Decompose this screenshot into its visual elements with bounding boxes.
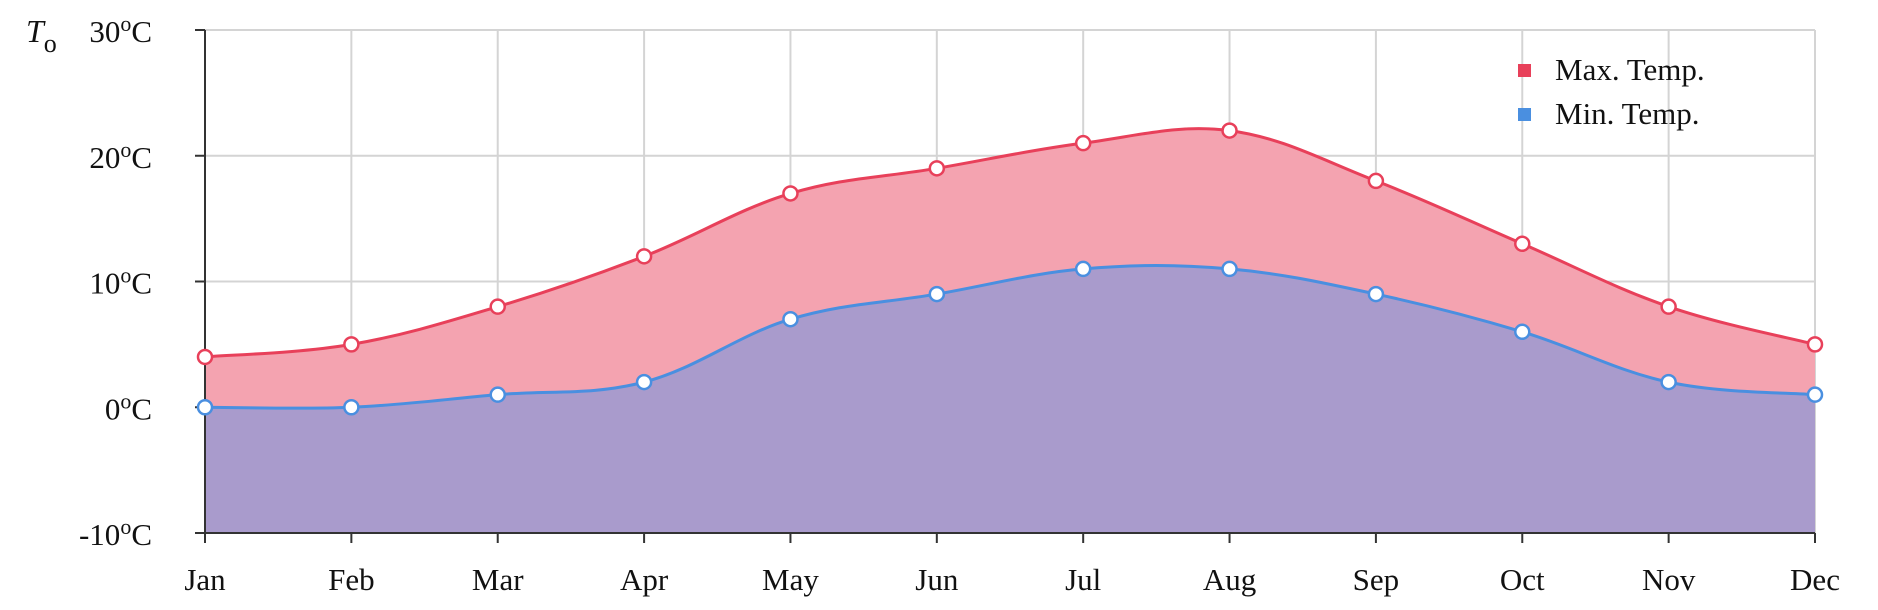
x-tick-label-jan: Jan	[184, 562, 226, 597]
line-min-temp	[204, 264, 1816, 410]
x-tick-label-apr: Apr	[620, 562, 669, 597]
chart-legend: Max. Temp. Min. Temp.	[1518, 52, 1705, 131]
point-max-temp-apr	[635, 248, 653, 265]
x-tick-label-aug: Aug	[1203, 562, 1256, 597]
series-lines	[204, 127, 1816, 410]
x-tick-labels: Jan Feb Mar Apr May Jun Jul Aug Sep Oct Nov Dec	[184, 562, 1840, 597]
point-max-temp-jun	[928, 160, 946, 177]
point-min-temp-jun	[928, 285, 946, 303]
legend-swatch-min-temp	[1518, 108, 1531, 121]
y-tick-label: -10oC	[79, 514, 152, 552]
point-max-temp-oct	[1514, 235, 1531, 253]
point-min-temp-sep	[1367, 285, 1385, 303]
point-max-temp-jul	[1074, 134, 1092, 152]
point-min-temp-oct	[1514, 323, 1531, 341]
x-tick-label-jun: Jun	[915, 562, 959, 597]
x-tick-label-feb: Feb	[328, 562, 375, 597]
point-max-temp-feb	[343, 336, 360, 353]
y-tick-label: 0oC	[105, 388, 152, 426]
point-max-temp-jan	[196, 348, 214, 366]
x-tick-label-oct: Oct	[1500, 562, 1545, 597]
point-min-temp-jan	[196, 399, 214, 416]
y-axis-title-main: T	[26, 13, 46, 49]
point-max-temp-may	[782, 185, 799, 202]
x-tick-label-dec: Dec	[1790, 562, 1840, 597]
area-min-temp	[205, 265, 1815, 533]
legend-label-min-temp: Min. Temp.	[1555, 96, 1700, 131]
point-max-temp-nov	[1660, 298, 1677, 315]
point-min-temp-may	[782, 310, 799, 328]
point-max-temp-sep	[1367, 172, 1385, 190]
series-areas	[205, 128, 1815, 533]
y-axis-title: To	[26, 13, 57, 58]
point-max-temp-dec	[1806, 336, 1824, 353]
y-tick-label: 20oC	[89, 137, 152, 175]
x-tick-label-nov: Nov	[1642, 562, 1696, 597]
line-max-temp	[204, 127, 1816, 359]
x-tick-label-mar: Mar	[472, 562, 524, 597]
point-min-temp-dec	[1806, 386, 1824, 403]
y-tick-label: 10oC	[89, 263, 152, 301]
point-min-temp-feb	[343, 399, 360, 416]
point-max-temp-mar	[489, 298, 506, 315]
y-tick-label: 30oC	[89, 11, 152, 49]
x-tick-label-jul: Jul	[1065, 562, 1101, 597]
series-points	[196, 122, 1824, 416]
point-max-temp-aug	[1221, 122, 1238, 139]
legend-label-max-temp: Max. Temp.	[1555, 52, 1705, 87]
legend-swatch-max-temp	[1518, 64, 1531, 77]
y-axis-title-subscript: o	[44, 29, 57, 58]
point-min-temp-aug	[1221, 260, 1238, 278]
point-min-temp-mar	[489, 386, 506, 403]
axes	[204, 30, 1815, 534]
point-min-temp-nov	[1660, 373, 1677, 391]
x-tick-label-may: May	[762, 562, 819, 597]
point-min-temp-apr	[635, 373, 653, 391]
y-tick-labels: -10oC 0oC 10oC 20oC 30oC	[79, 11, 152, 552]
point-min-temp-jul	[1074, 260, 1092, 278]
x-tick-label-sep: Sep	[1353, 562, 1400, 597]
